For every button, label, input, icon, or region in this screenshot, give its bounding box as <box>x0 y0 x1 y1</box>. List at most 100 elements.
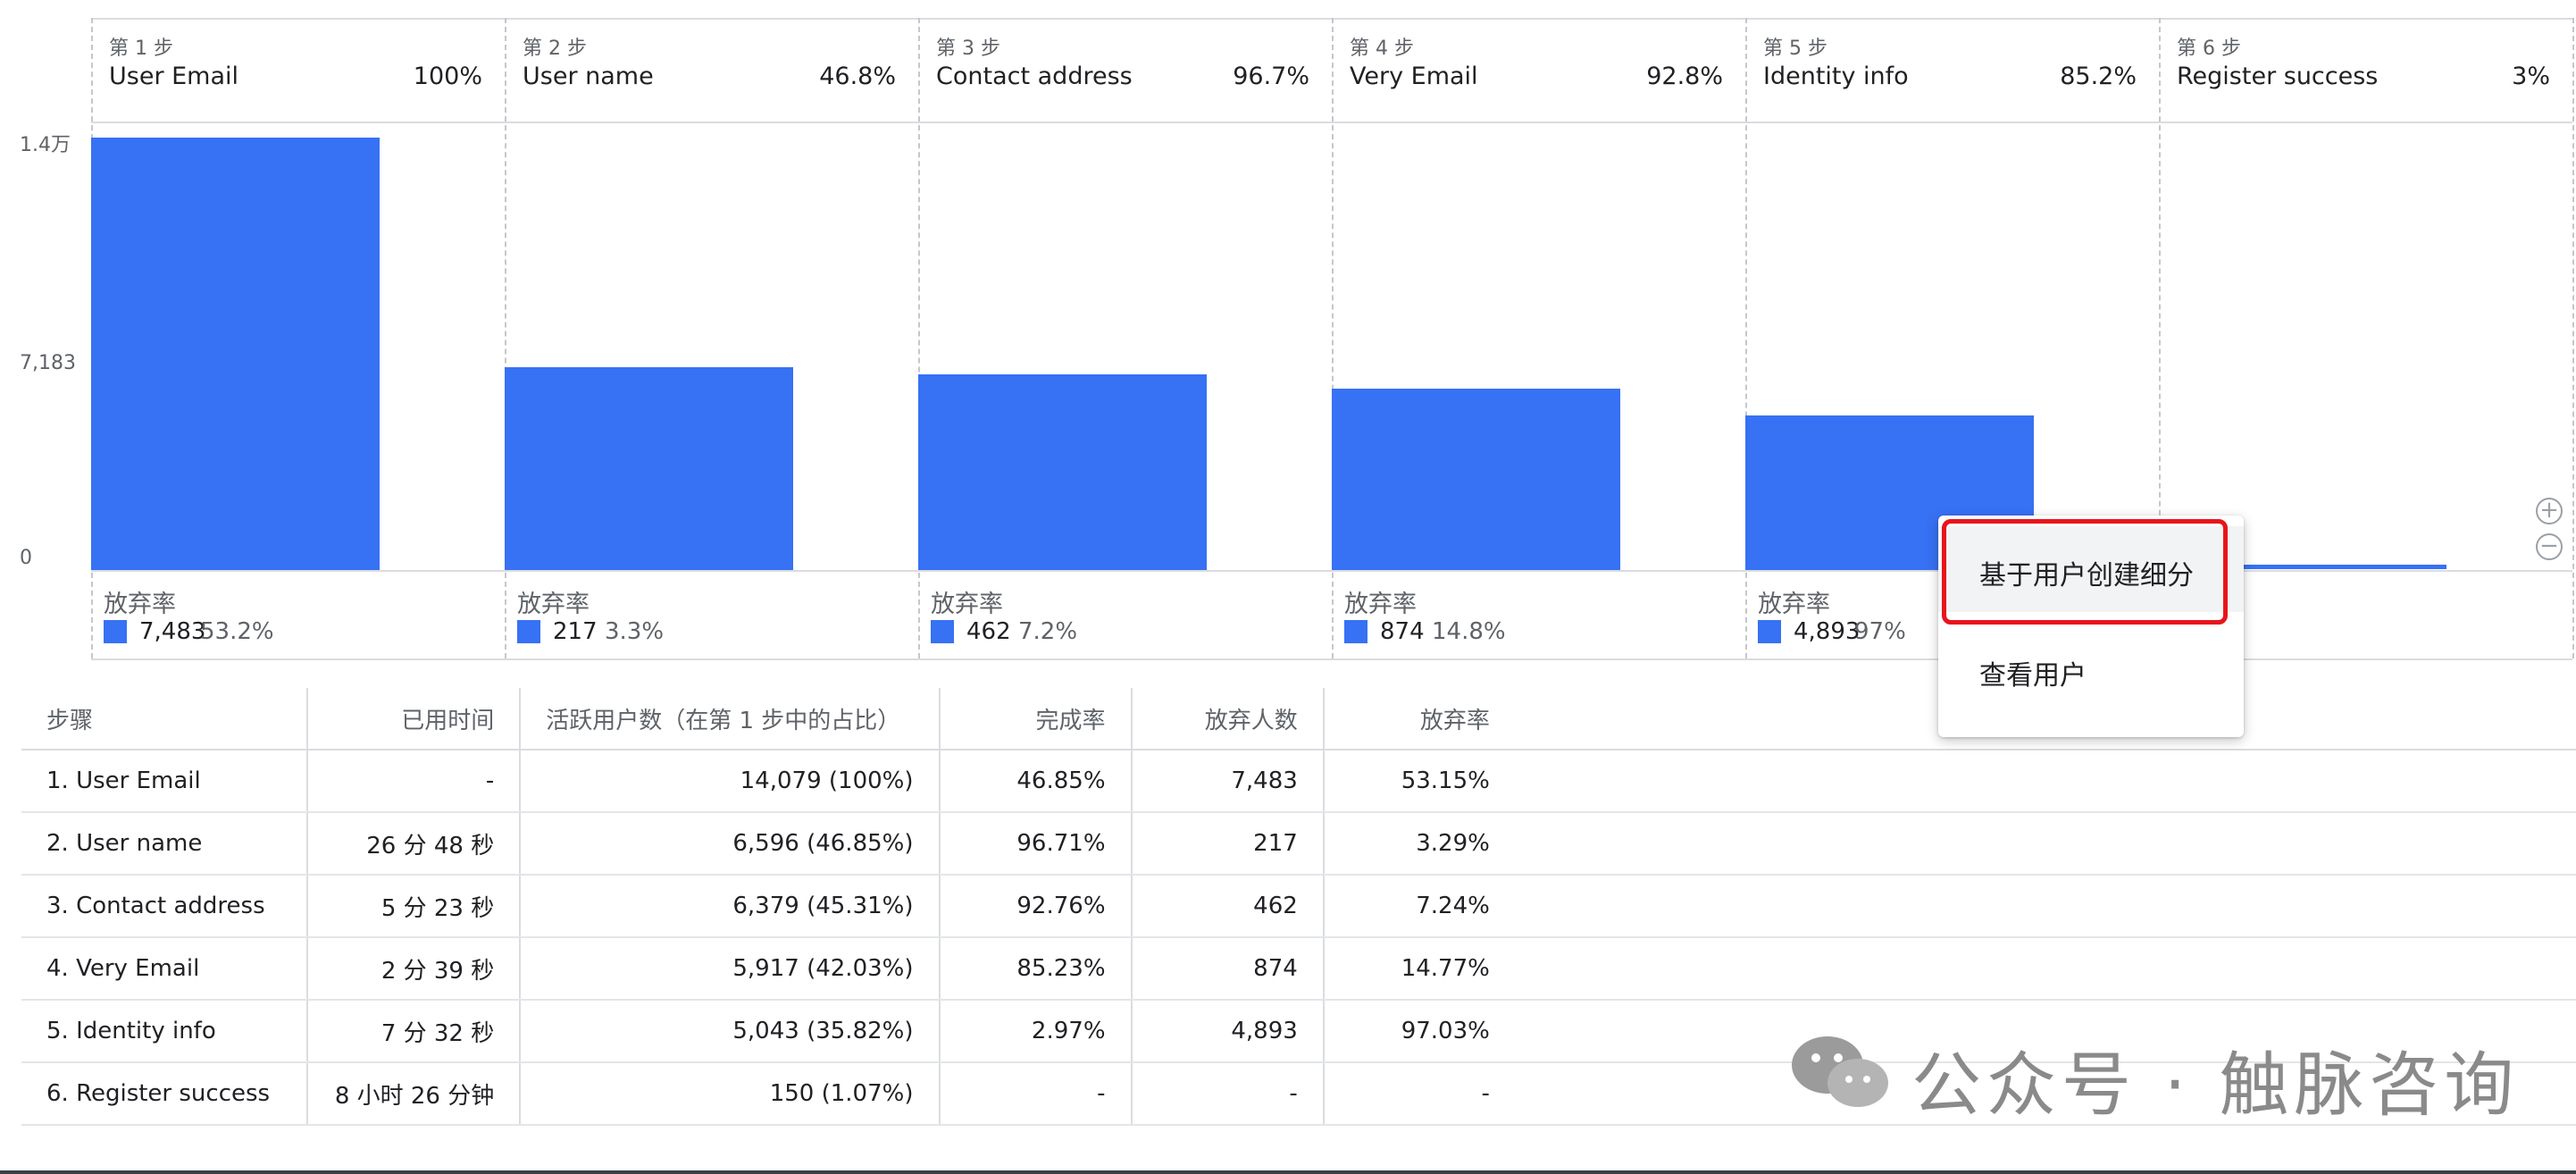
abandon-swatch <box>104 620 127 643</box>
funnel-bar[interactable] <box>918 373 1207 570</box>
cell-users: 14,079 (100%) <box>520 750 941 813</box>
funnel-bar[interactable] <box>505 367 793 570</box>
col-header-abandon-rate[interactable]: 放弃率 <box>1323 688 1515 751</box>
cell-completion: 85.23% <box>939 937 1133 1001</box>
funnel-bar[interactable] <box>91 137 380 570</box>
abandon-rate: 14.8% <box>1432 618 1506 645</box>
abandon-rate: 3.3% <box>605 618 665 645</box>
step-name-label: User Email <box>109 63 239 90</box>
step-percent-label: 100% <box>413 63 482 90</box>
abandon-swatch <box>1758 620 1781 643</box>
table-row[interactable]: 1. User Email -14,079 (100%) 46.85% 7,483 53… <box>21 750 2576 813</box>
step-name-label: Identity info <box>1763 63 1909 90</box>
step-number-label: 第 5 步 <box>1763 38 1827 60</box>
cell-abandon-count: 217 <box>1131 812 1325 876</box>
col-header-completion-rate[interactable]: 完成率 <box>939 688 1133 751</box>
menu-item-label: 基于用户创建细分 <box>1979 560 2194 591</box>
cell-users: 5,917 (42.03%) <box>520 937 941 1001</box>
cell-abandon-rate: - <box>1323 1062 1515 1126</box>
abandon-swatch <box>931 620 954 643</box>
cell-elapsed: 26 分 48 秒 <box>307 812 522 876</box>
cell-abandon-count: 7,483 <box>1131 750 1325 813</box>
col-header-abandon-count[interactable]: 放弃人数 <box>1131 688 1325 751</box>
y-tick-label: 1.4万 <box>20 134 71 156</box>
abandon-rate-label: 放弃率 <box>1344 591 1417 618</box>
cell-abandon-rate: 7.24% <box>1323 875 1515 938</box>
funnel-bar[interactable] <box>2241 565 2446 569</box>
cell-elapsed: 5 分 23 秒 <box>307 875 522 938</box>
step-name-label: Register success <box>2177 63 2379 90</box>
row-filler <box>1514 812 2576 876</box>
abandon-rate-label: 放弃率 <box>517 591 590 618</box>
footer-bottom-line <box>91 658 2572 660</box>
step-number-label: 第 1 步 <box>109 38 173 60</box>
cell-elapsed: 8 小时 26 分钟 <box>307 1062 522 1126</box>
funnel-bar[interactable] <box>1332 388 1620 570</box>
abandon-swatch <box>517 620 540 643</box>
cell-step: 2. User name <box>21 812 309 876</box>
cell-abandon-count: - <box>1131 1062 1325 1126</box>
row-filler <box>1514 1000 2576 1063</box>
cell-step: 5. Identity info <box>21 1000 309 1063</box>
cell-completion: 2.97% <box>939 1000 1133 1063</box>
column-divider <box>2572 18 2574 658</box>
context-menu: 基于用户创建细分 查看用户 <box>1938 516 2244 737</box>
menu-item-create-segment[interactable]: 基于用户创建细分 <box>1938 526 2244 612</box>
cell-abandon-count: 462 <box>1131 875 1325 938</box>
cell-users: 150 (1.07%) <box>520 1062 941 1126</box>
row-filler <box>1514 1062 2576 1126</box>
abandon-rate: 7.2% <box>1018 618 1078 645</box>
cell-completion: 46.85% <box>939 750 1133 813</box>
table-row[interactable]: 4. Very Email 2 分 39 秒 5,917 (42.03%) 85.23… <box>21 937 2576 1001</box>
menu-item-view-users[interactable]: 查看用户 <box>1938 626 2244 712</box>
col-header-elapsed-time[interactable]: 已用时间 <box>307 688 522 751</box>
step-name-label: Contact address <box>936 63 1133 90</box>
cell-elapsed: 7 分 32 秒 <box>307 1000 522 1063</box>
cell-completion: - <box>939 1062 1133 1126</box>
cell-completion: 96.71% <box>939 812 1133 876</box>
watermark-text: 公众号 · 触脉咨询 <box>1911 1045 2520 1126</box>
step-name-label: Very Email <box>1350 63 1478 90</box>
y-tick-label: 7,183 <box>20 352 76 374</box>
col-header-active-users[interactable]: 活跃用户数（在第 1 步中的占比） <box>520 688 941 751</box>
column-divider <box>1332 18 1334 658</box>
y-tick-label: 0 <box>20 547 32 569</box>
table-row[interactable]: 5. Identity info 7 分 32 秒 5,043 (35.82%) 2.… <box>21 1000 2576 1063</box>
column-divider <box>918 18 920 658</box>
cell-completion: 92.76% <box>939 875 1133 938</box>
highlight-box <box>1942 519 2228 625</box>
cell-abandon-rate: 53.15% <box>1323 750 1515 813</box>
step-percent-label: 85.2% <box>2060 63 2137 90</box>
abandon-rate: 97% <box>1854 618 1906 645</box>
wechat-icon <box>1792 1036 1888 1107</box>
cell-elapsed: 2 分 39 秒 <box>307 937 522 1001</box>
table-row[interactable]: 3. Contact address 5 分 23 秒 6,379 (45.31%)… <box>21 875 2576 938</box>
cell-abandon-rate: 3.29% <box>1323 812 1515 876</box>
step-percent-label: 96.7% <box>1233 63 1309 90</box>
abandon-rate-label: 放弃率 <box>104 591 176 618</box>
step-percent-label: 46.8% <box>819 63 896 90</box>
funnel-steps-table: 步骤 已用时间 活跃用户数（在第 1 步中的占比） 完成率 放弃人数 放弃率 1… <box>21 688 2576 1126</box>
cell-abandon-rate: 97.03% <box>1323 1000 1515 1063</box>
step-name-label: User name <box>523 63 654 90</box>
abandon-rate-label: 放弃率 <box>1758 591 1830 618</box>
table-row[interactable]: 2. User name 26 分 48 秒 6,596 (46.85%) 96.71… <box>21 812 2576 876</box>
cell-users: 5,043 (35.82%) <box>520 1000 941 1063</box>
menu-item-label: 查看用户 <box>1979 660 2087 692</box>
abandon-count: 874 <box>1380 618 1425 645</box>
table-row[interactable]: 6. Register success 8 小时 26 分钟 150 (1.07%)… <box>21 1062 2576 1126</box>
abandon-rate: 53.2% <box>200 618 274 645</box>
cell-users: 6,596 (46.85%) <box>520 812 941 876</box>
row-filler <box>1514 937 2576 1001</box>
cell-abandon-count: 874 <box>1131 937 1325 1001</box>
abandon-swatch <box>1344 620 1367 643</box>
abandon-count: 4,893 <box>1794 618 1861 645</box>
cell-step: 6. Register success <box>21 1062 309 1126</box>
cell-abandon-rate: 14.77% <box>1323 937 1515 1001</box>
col-header-step[interactable]: 步骤 <box>21 688 309 751</box>
step-number-label: 第 4 步 <box>1350 38 1414 60</box>
cell-step: 1. User Email <box>21 750 309 813</box>
zoom-in-icon[interactable]: + <box>2536 498 2563 524</box>
zoom-out-icon[interactable]: − <box>2536 533 2563 560</box>
cell-abandon-count: 4,893 <box>1131 1000 1325 1063</box>
